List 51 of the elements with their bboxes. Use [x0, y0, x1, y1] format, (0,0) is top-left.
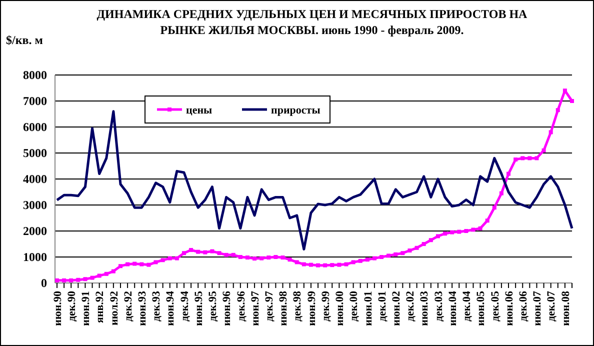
x-tick-label: июн.06 [503, 290, 516, 326]
x-tick-label: дек.95 [207, 290, 220, 322]
x-tick-label: июн.95 [192, 290, 205, 326]
chart-title: ДИНАМИКА СРЕДНИХ УДЕЛЬНЫХ ЦЕН И МЕСЯЧНЫХ ПРИРОСТОВ НА РЫНКЕ ЖИЛЬЯ МОСКВЫ. июнь 1990 - февраль 2009. [96, 7, 528, 37]
line-series [56, 110, 574, 250]
x-tick-label: дек.03 [432, 290, 445, 322]
x-tick-label: июн.01 [362, 291, 374, 326]
x-tick-label: дек.98 [292, 290, 304, 322]
y-tick-label: 3000 [23, 198, 47, 212]
y-tick-label: 2000 [23, 224, 47, 238]
x-tick-label: июн.02 [390, 290, 402, 326]
x-tick-label: июн.08 [560, 290, 572, 326]
x-tick-label: дек.00 [348, 290, 360, 322]
x-tick-label: июн.90 [52, 290, 64, 326]
y-tick-label: 8000 [23, 68, 47, 82]
x-tick-label: июн.99 [306, 290, 318, 326]
x-tick-label: янв.92 [94, 290, 106, 323]
y-tick-label: 5000 [23, 146, 47, 160]
x-tick-label: дек.06 [517, 290, 530, 322]
x-tick-label: июн.96 [221, 290, 234, 326]
x-tick-label: июн.05 [475, 290, 488, 326]
x-tick-label: дек.90 [66, 290, 78, 322]
x-tick-label: июн.94 [164, 290, 177, 326]
y-tick-label: 0 [41, 276, 47, 290]
x-tick-label: июн.00 [334, 290, 346, 326]
x-tick-label: дек.07 [546, 290, 558, 322]
x-tick-label: дек.97 [263, 290, 276, 322]
x-tick-label: дек.93 [150, 290, 163, 322]
x-tick-label: июн.91 [80, 291, 92, 326]
x-tick-label: дек.05 [489, 290, 502, 322]
x-tick-label: июн.98 [278, 290, 290, 326]
legend-label: приросты [271, 104, 321, 116]
x-tick-label: июн.07 [532, 290, 544, 326]
y-tick-label: 6000 [23, 120, 47, 134]
x-tick-label: июн.97 [249, 290, 262, 326]
y-tick-label: 1000 [23, 250, 47, 264]
y-axis-title: $/кв. м [6, 33, 43, 47]
x-tick-label: дек.99 [320, 290, 332, 322]
x-tick-label: июн.04 [446, 290, 459, 326]
x-tick-label: июн.93 [136, 290, 149, 326]
y-tick-label: 7000 [23, 94, 47, 108]
legend-label: цены [186, 104, 213, 116]
x-tick-label: дек.02 [404, 290, 417, 322]
x-tick-label: дек.92 [122, 290, 134, 322]
x-tick-label: июн.03 [418, 290, 431, 326]
x-tick-label: дек.96 [235, 290, 248, 322]
x-tick-label: дек.94 [178, 290, 191, 322]
x-tick-label: июл.92 [108, 290, 120, 326]
x-tick-label: дек.04 [461, 290, 474, 322]
y-tick-label: 4000 [23, 172, 47, 186]
x-tick-label: дек.01 [376, 291, 388, 322]
